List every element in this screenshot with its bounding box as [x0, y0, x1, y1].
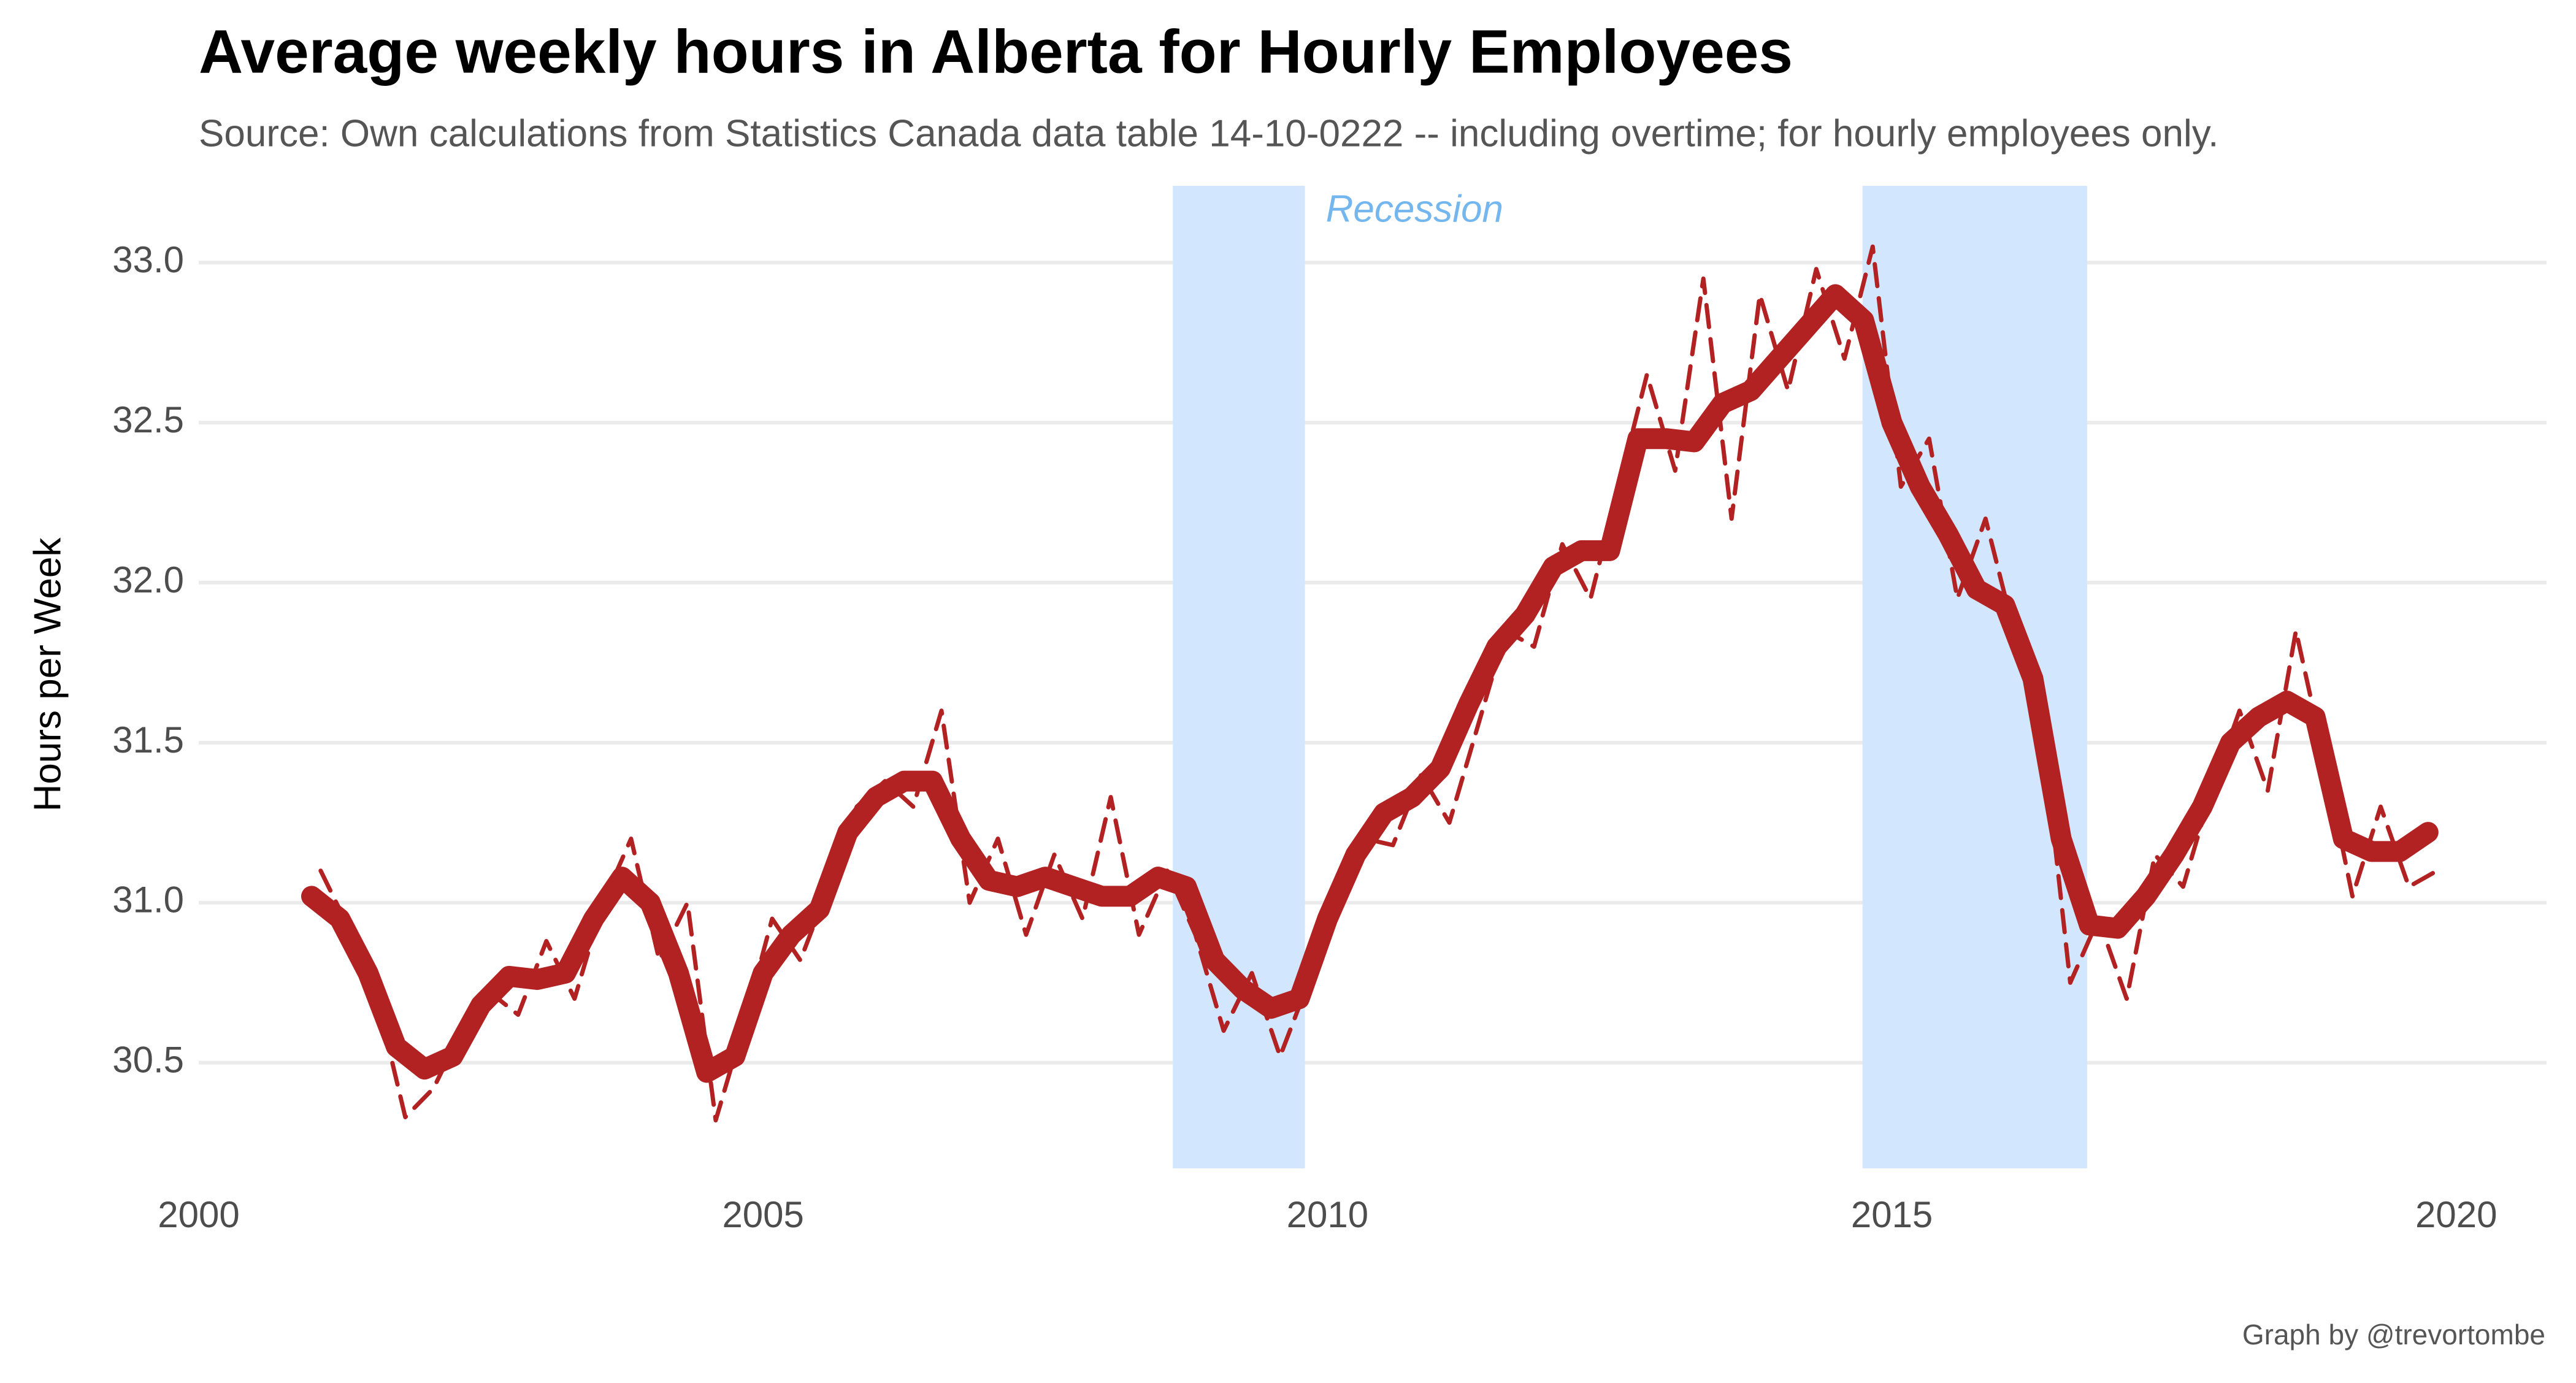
x-tick-label: 2020	[2415, 1194, 2497, 1235]
y-tick-label: 32.0	[112, 559, 184, 600]
y-axis-label: Hours per Week	[26, 537, 69, 812]
y-tick-label: 32.5	[112, 399, 184, 440]
recession-band	[1862, 186, 2087, 1168]
recession-band	[1173, 186, 1305, 1168]
y-tick-label: 31.0	[112, 879, 184, 921]
recession-label: Recession	[1326, 188, 1503, 230]
raw-line	[318, 244, 2439, 1123]
x-tick-label: 2000	[158, 1194, 239, 1235]
y-tick-label: 30.5	[112, 1040, 184, 1081]
chart-title: Average weekly hours in Alberta for Hour…	[199, 17, 1793, 86]
x-tick-label: 2010	[1287, 1194, 1368, 1235]
y-tick-label: 33.0	[112, 239, 184, 280]
x-tick-label: 2015	[1851, 1194, 1933, 1235]
caption: Graph by @trevortombe	[2242, 1319, 2545, 1350]
chart-subtitle: Source: Own calculations from Statistics…	[199, 112, 2218, 155]
y-tick-label: 31.5	[112, 719, 184, 760]
smoothed-line	[301, 284, 2439, 1083]
x-tick-label: 2005	[722, 1194, 803, 1235]
